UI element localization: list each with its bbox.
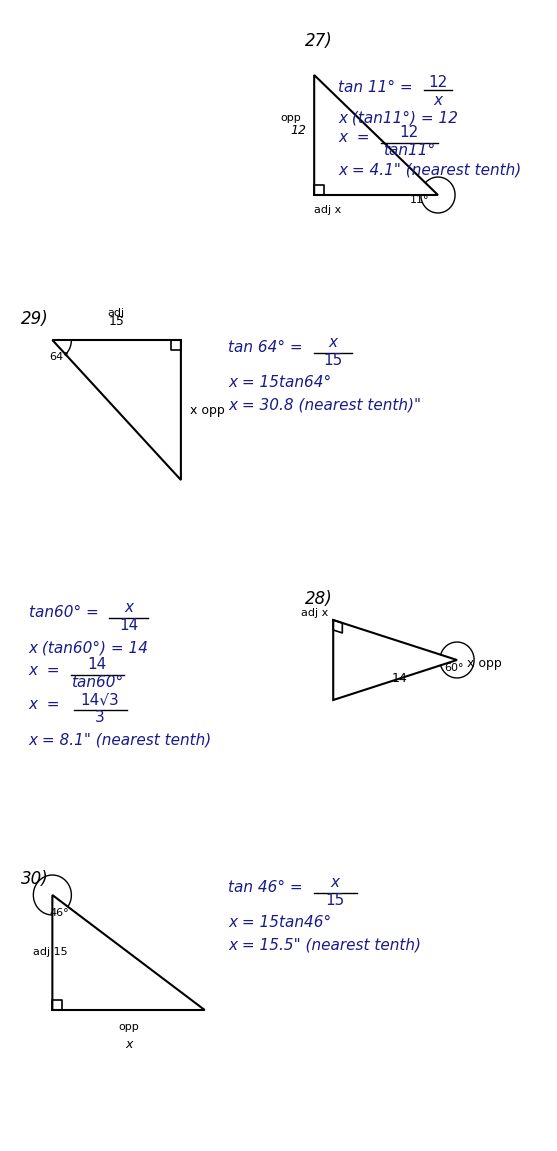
Text: adj: adj xyxy=(108,308,125,318)
Text: 11°: 11° xyxy=(409,195,429,205)
Text: 46°: 46° xyxy=(50,908,69,918)
Text: 12: 12 xyxy=(291,123,306,137)
Text: x opp: x opp xyxy=(467,656,501,670)
Text: x = 4.1" (nearest tenth): x = 4.1" (nearest tenth) xyxy=(338,162,521,177)
Text: tan60° =: tan60° = xyxy=(28,605,99,620)
Text: 28): 28) xyxy=(305,590,333,608)
Text: 12: 12 xyxy=(428,75,448,90)
Text: 30): 30) xyxy=(21,870,48,889)
Text: tan 64° =: tan 64° = xyxy=(228,340,303,355)
Text: 12: 12 xyxy=(400,125,419,140)
Text: 14: 14 xyxy=(119,618,138,633)
Text: 14√3: 14√3 xyxy=(81,692,119,707)
Text: x: x xyxy=(124,600,133,615)
Text: x  =: x = xyxy=(28,698,60,712)
Text: 3: 3 xyxy=(95,710,105,725)
Text: 14: 14 xyxy=(87,657,107,672)
Text: tan11°: tan11° xyxy=(383,143,436,158)
Text: 15: 15 xyxy=(325,893,345,908)
Text: 27): 27) xyxy=(305,32,333,49)
Text: adj x: adj x xyxy=(314,205,341,215)
Text: x = 30.8 (nearest tenth)": x = 30.8 (nearest tenth)" xyxy=(228,397,422,412)
Text: tan 11° =: tan 11° = xyxy=(338,81,413,96)
Text: tan60°: tan60° xyxy=(71,674,123,689)
Text: x: x xyxy=(331,875,340,890)
Text: 15: 15 xyxy=(324,353,343,368)
Text: x  =: x = xyxy=(338,130,369,145)
Text: 60°: 60° xyxy=(444,663,464,673)
Text: x opp: x opp xyxy=(190,404,225,417)
Text: x: x xyxy=(433,93,442,108)
Text: opp: opp xyxy=(118,1022,139,1032)
Text: 15: 15 xyxy=(108,315,124,328)
Text: x = 8.1" (nearest tenth): x = 8.1" (nearest tenth) xyxy=(28,732,212,747)
Text: adj x: adj x xyxy=(301,608,329,618)
Text: 29): 29) xyxy=(21,310,48,328)
Text: x (tan60°) = 14: x (tan60°) = 14 xyxy=(28,640,149,655)
Text: 64°: 64° xyxy=(50,352,69,363)
Text: x = 15tan46°: x = 15tan46° xyxy=(228,915,331,930)
Text: x  =: x = xyxy=(28,663,60,678)
Text: x: x xyxy=(329,335,338,350)
Text: x = 15.5" (nearest tenth): x = 15.5" (nearest tenth) xyxy=(228,937,422,952)
Text: adj 15: adj 15 xyxy=(33,947,68,956)
Text: x: x xyxy=(125,1038,132,1051)
Text: 14: 14 xyxy=(392,672,408,685)
Text: opp: opp xyxy=(280,113,301,123)
Text: x = 15tan64°: x = 15tan64° xyxy=(228,375,331,390)
Text: x (tan11°) = 12: x (tan11°) = 12 xyxy=(338,110,458,125)
Text: tan 46° =: tan 46° = xyxy=(228,881,303,895)
